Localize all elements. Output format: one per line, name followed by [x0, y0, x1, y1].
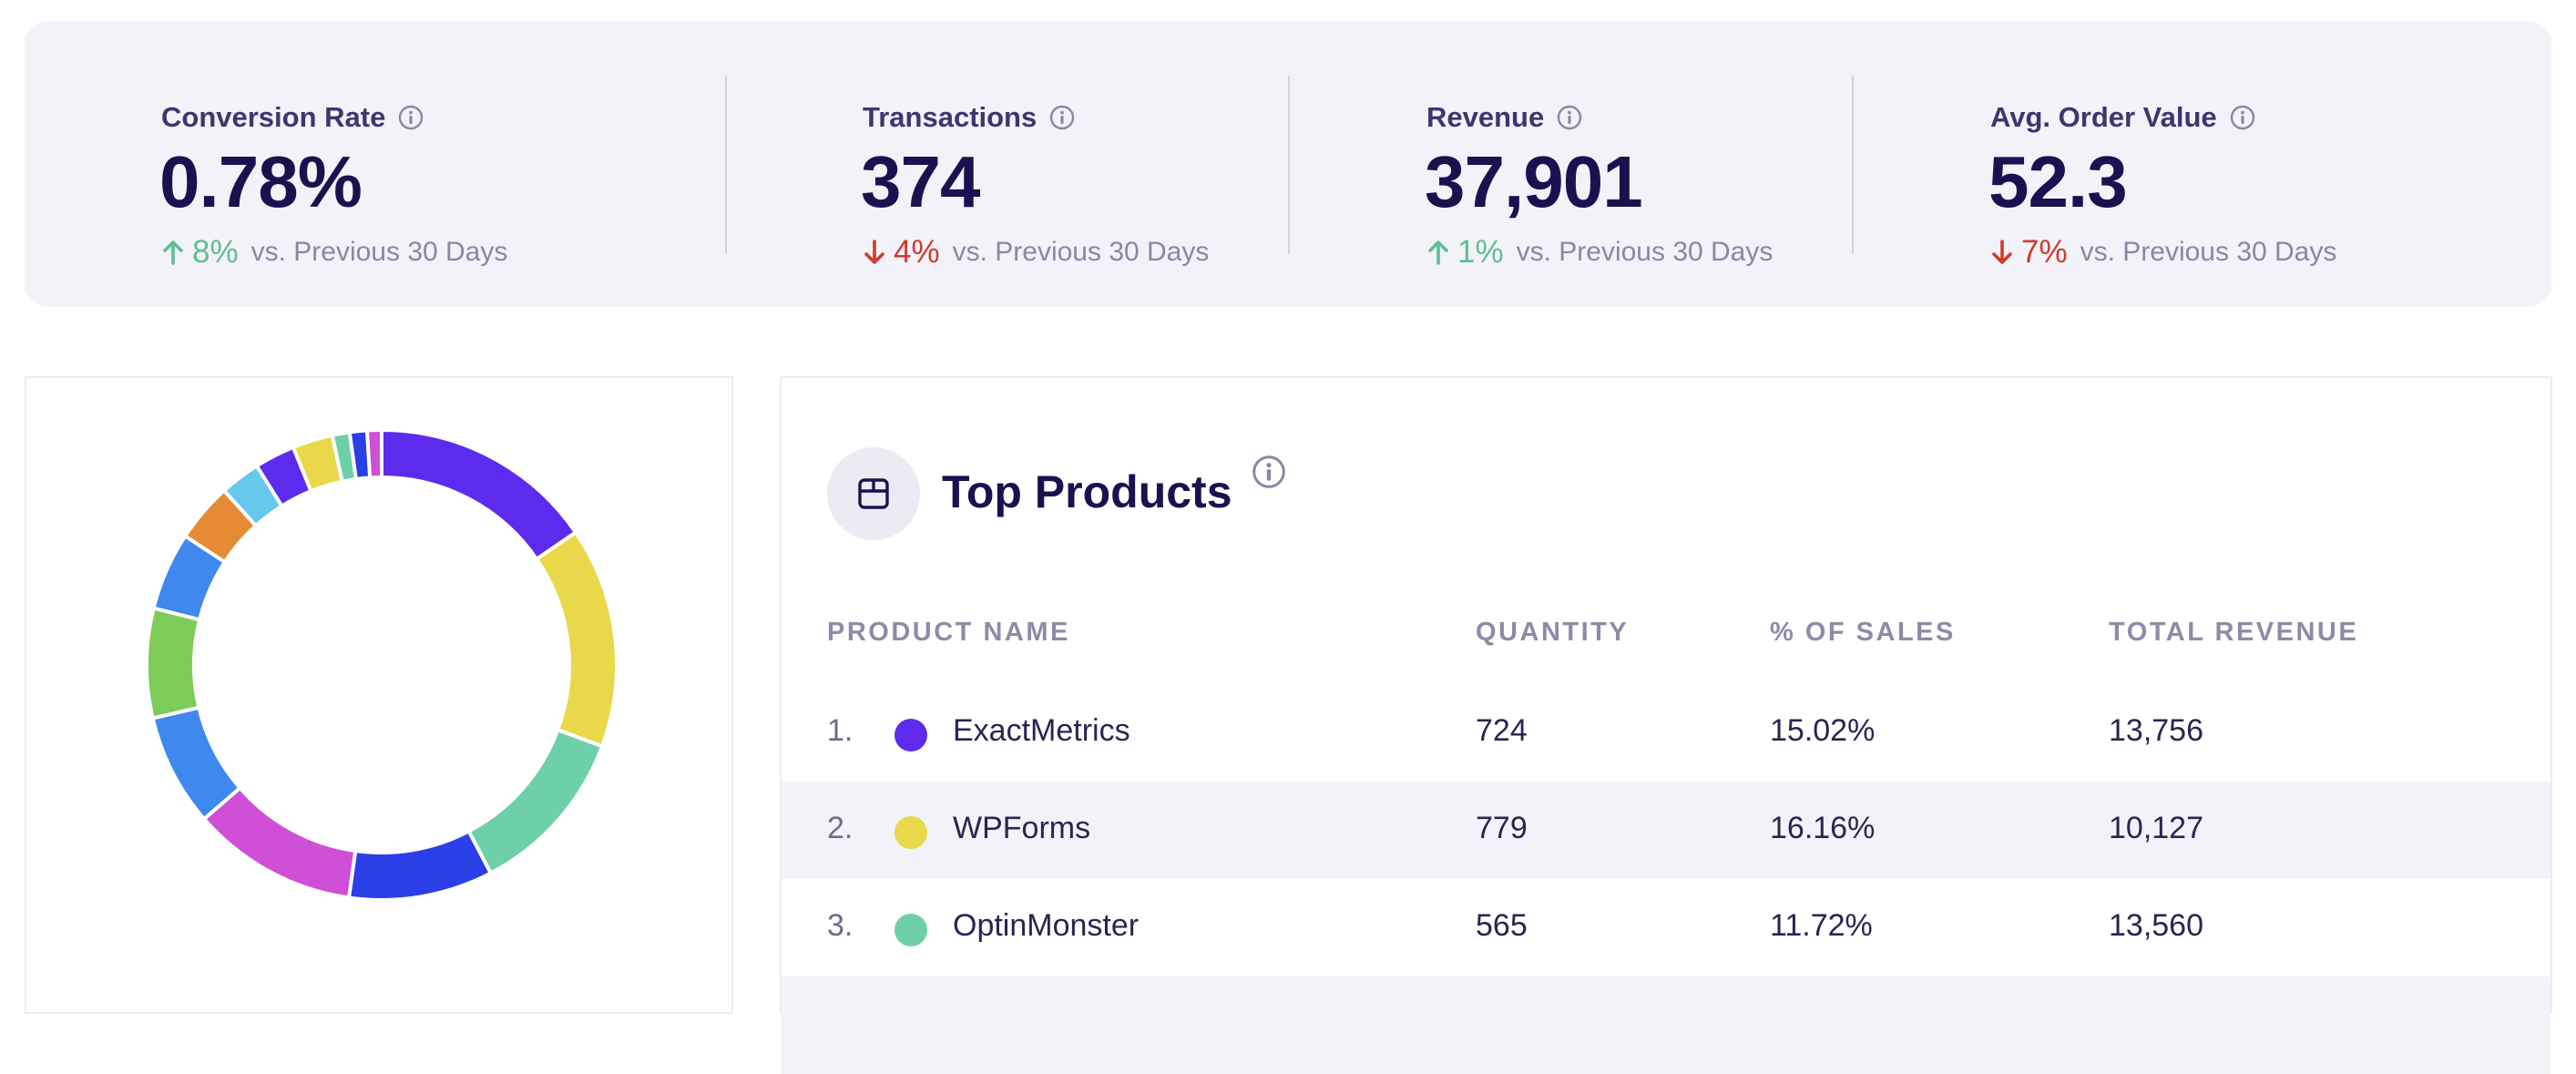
donut-chart — [145, 428, 618, 902]
row-rank: 3. — [827, 908, 854, 943]
table-row[interactable]: 2. WPForms 779 16.16% 10,127 — [782, 782, 2550, 879]
column-header-percent-of-sales[interactable]: % OF SALES — [1770, 618, 1956, 647]
table-row — [782, 977, 2550, 1074]
table-row[interactable]: 1. ExactMetrics 724 15.02% 13,756 — [782, 684, 2550, 782]
kpi-comparison: vs. Previous 30 Days — [250, 237, 508, 267]
product-percent: 16.16% — [1770, 811, 1876, 845]
column-header-product-name[interactable]: PRODUCT NAME — [827, 618, 1070, 647]
table-row[interactable]: 3. OptinMonster 565 11.72% 13,560 — [782, 879, 2550, 977]
product-name: WPForms — [953, 811, 1091, 845]
kpi-change: 4% — [894, 234, 940, 270]
info-icon[interactable] — [2230, 105, 2255, 130]
arrow-down-icon — [863, 239, 886, 266]
arrow-up-icon — [1426, 239, 1450, 266]
product-percent: 11.72% — [1770, 908, 1873, 943]
column-header-quantity[interactable]: QUANTITY — [1476, 618, 1630, 647]
donut-segment[interactable] — [465, 727, 605, 876]
kpi-value: 52.3 — [1988, 141, 2128, 222]
kpi-label: Conversion Rate — [161, 101, 386, 133]
row-rank: 2. — [827, 811, 854, 845]
donut-chart-card — [25, 376, 733, 1014]
top-products-card: Top Products PRODUCT NAME QUANTITY % OF … — [780, 376, 2552, 1074]
column-header-total-revenue[interactable]: TOTAL REVENUE — [2109, 618, 2359, 647]
product-name: OptinMonster — [953, 908, 1140, 943]
product-quantity: 779 — [1476, 811, 1528, 845]
kpi-value: 0.78% — [159, 141, 363, 222]
product-color-dot — [894, 816, 927, 849]
kpi-value: 37,901 — [1425, 141, 1643, 222]
info-icon[interactable] — [1252, 455, 1286, 494]
product-percent: 15.02% — [1770, 713, 1876, 748]
donut-segment[interactable] — [534, 529, 618, 749]
kpi-change: 8% — [192, 234, 239, 270]
product-color-dot — [894, 914, 927, 946]
kpi-panel: Conversion Rate 0.78% 8% vs. Previous 30… — [25, 21, 2551, 307]
donut-segment[interactable] — [346, 828, 494, 902]
arrow-down-icon — [1990, 239, 2014, 266]
product-color-dot — [894, 719, 927, 752]
kpi-comparison: vs. Previous 30 Days — [952, 237, 1210, 267]
kpi-label: Revenue — [1426, 101, 1545, 133]
kpi-change: 1% — [1457, 234, 1504, 270]
product-quantity: 565 — [1476, 908, 1528, 943]
product-quantity: 724 — [1476, 713, 1528, 748]
product-name: ExactMetrics — [953, 713, 1130, 748]
kpi-label: Transactions — [863, 101, 1038, 133]
info-icon[interactable] — [1049, 105, 1075, 130]
kpi-label: Avg. Order Value — [1990, 101, 2217, 133]
product-revenue: 13,560 — [2109, 908, 2203, 943]
donut-segment[interactable] — [364, 428, 383, 480]
kpi-comparison: vs. Previous 30 Days — [1516, 237, 1774, 267]
kpi-divider — [1852, 76, 1854, 254]
kpi-divider — [1288, 76, 1290, 254]
kpi-value: 374 — [861, 141, 980, 222]
product-revenue: 10,127 — [2109, 811, 2203, 845]
info-icon[interactable] — [398, 105, 424, 130]
kpi-comparison: vs. Previous 30 Days — [2080, 237, 2337, 267]
box-icon — [827, 447, 920, 540]
donut-segment[interactable] — [145, 606, 202, 721]
product-revenue: 13,756 — [2109, 713, 2203, 748]
arrow-up-icon — [161, 239, 185, 266]
donut-segment[interactable] — [380, 428, 578, 562]
donut-segment[interactable] — [201, 785, 358, 900]
kpi-change: 7% — [2021, 234, 2068, 270]
row-rank: 1. — [827, 713, 854, 748]
kpi-divider — [725, 76, 727, 254]
info-icon[interactable] — [1557, 105, 1582, 130]
card-title: Top Products — [942, 466, 1232, 517]
